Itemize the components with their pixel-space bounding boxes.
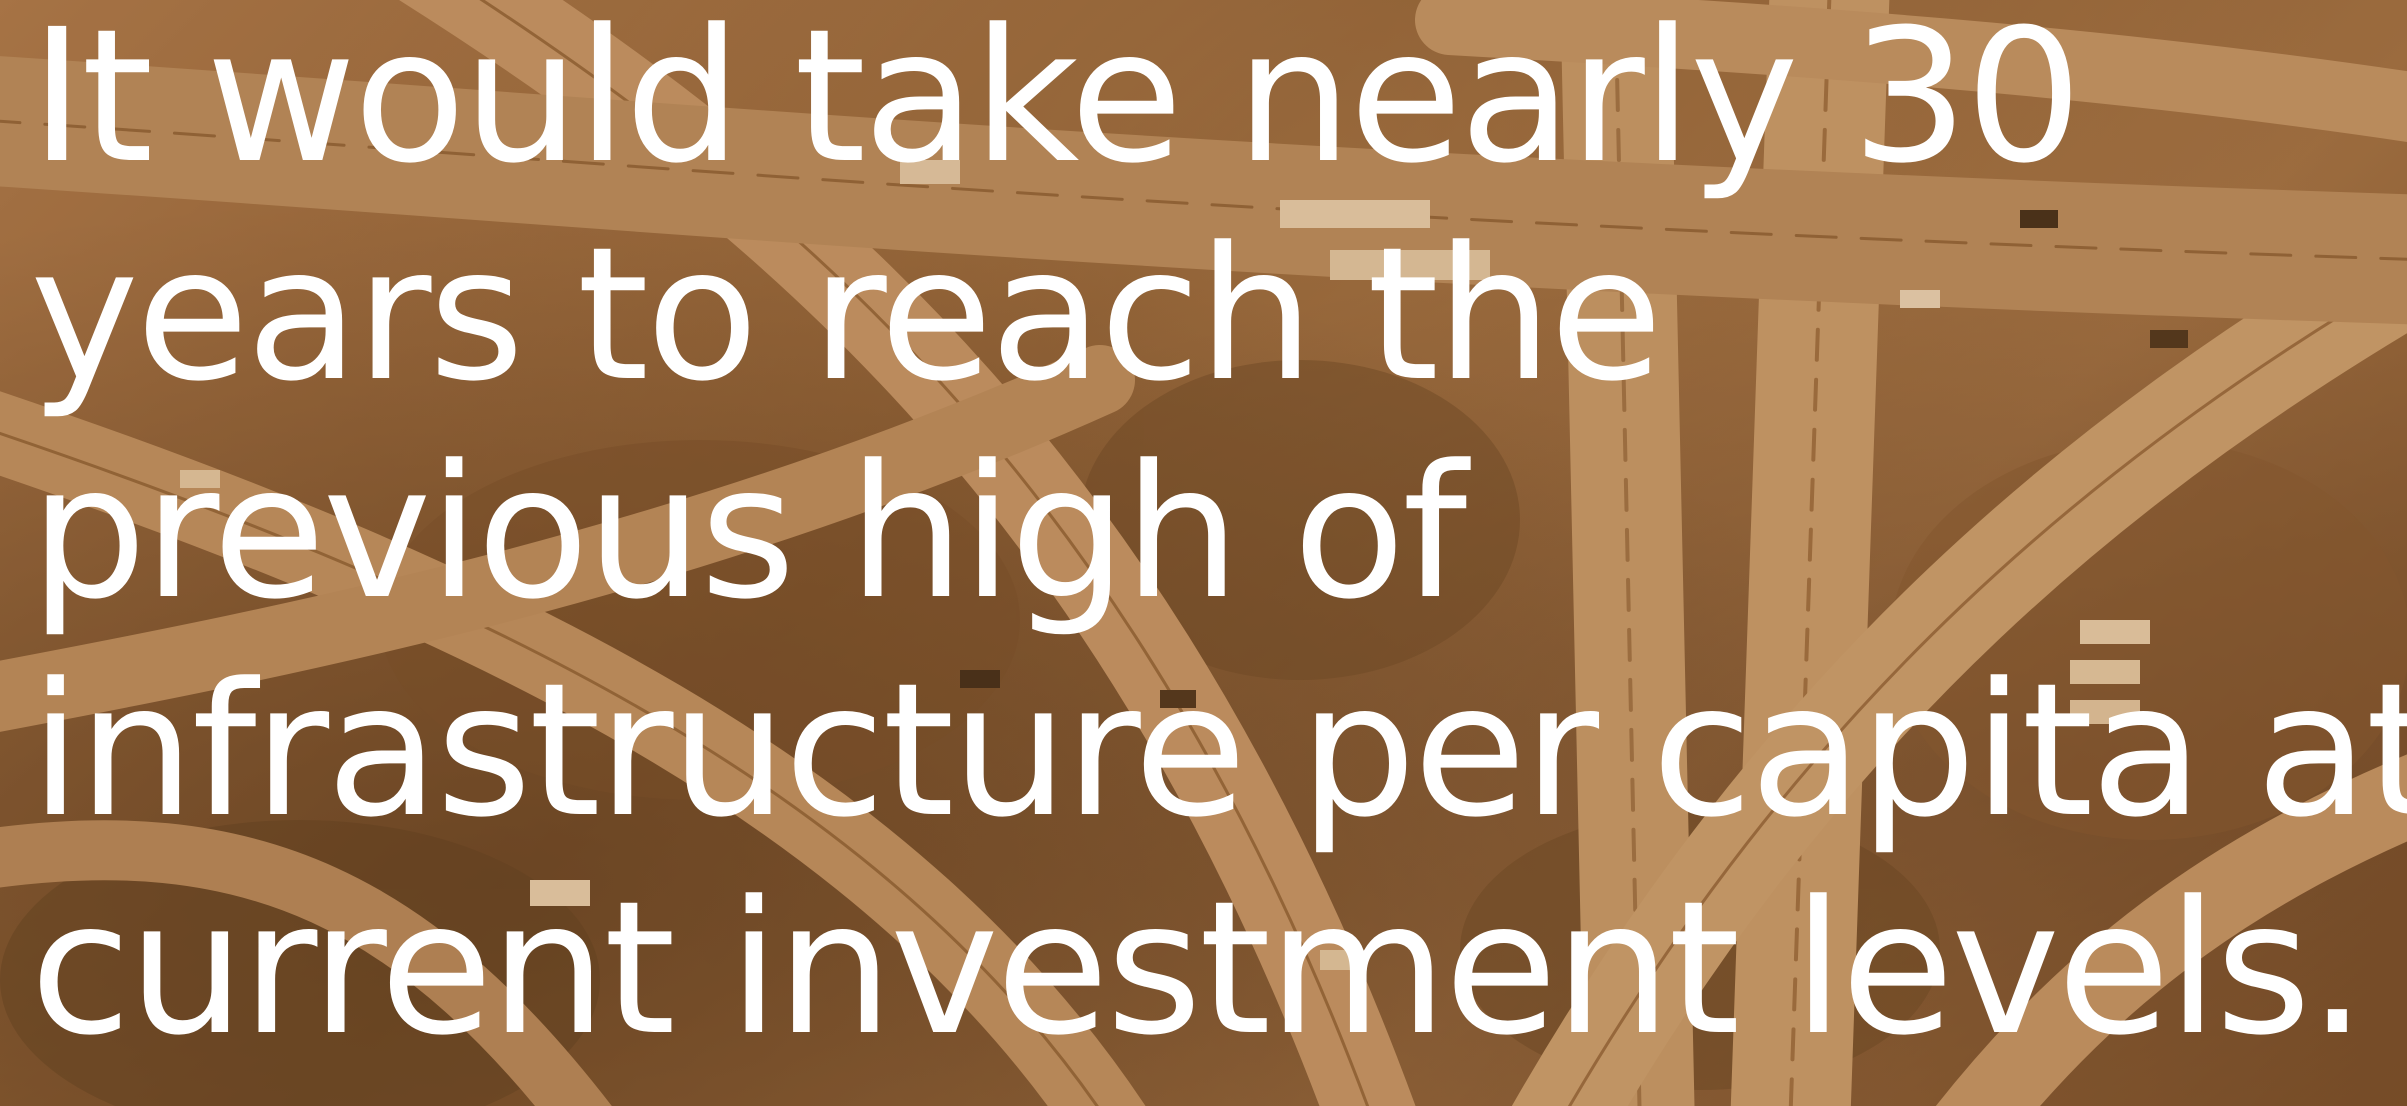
headline-line-5: current investment levels. bbox=[30, 862, 2367, 1076]
headline-line-2: years to reach the bbox=[30, 208, 1663, 422]
ground-patches bbox=[0, 360, 2407, 1106]
headline-text: It would take nearly 30 years to reach t… bbox=[30, 0, 2407, 1078]
headline-line-4: infrastructure per capita at bbox=[30, 644, 2407, 858]
headline-line-1: It would take nearly 30 bbox=[30, 0, 2082, 204]
vehicles bbox=[180, 160, 2188, 970]
headline-line-3: previous high of bbox=[30, 426, 1467, 640]
